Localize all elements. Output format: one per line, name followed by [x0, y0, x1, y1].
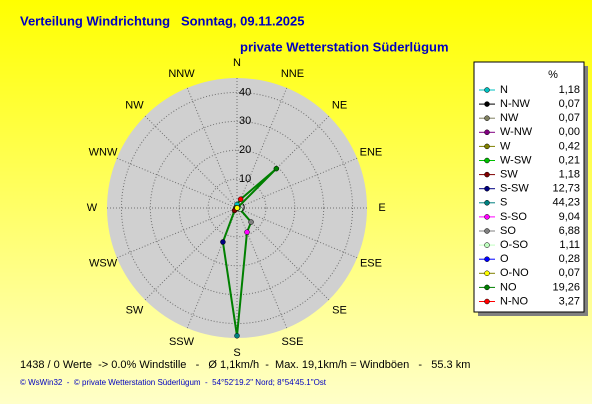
legend-marker: [484, 129, 490, 136]
direction-label: WNW: [89, 146, 118, 158]
legend-label: W-SW: [500, 154, 532, 166]
legend-label: S-SW: [500, 183, 529, 195]
legend-marker: [484, 171, 490, 178]
direction-label: NNE: [281, 68, 304, 80]
legend-marker: [484, 242, 490, 248]
legend-label: S-SO: [500, 211, 527, 223]
chart-subtitle: private Wetterstation Süderlügum: [240, 39, 449, 54]
value-label: 0,21: [559, 154, 580, 166]
legend-label: NW: [500, 112, 519, 124]
value-label: 1,18: [559, 84, 580, 96]
value-label: 0,28: [559, 253, 580, 265]
direction-label: ESE: [360, 257, 382, 269]
value-label: 19,26: [552, 281, 580, 293]
wind-point: [244, 229, 250, 235]
spoke: [116, 207, 238, 259]
legend-marker: [484, 115, 490, 121]
legend-marker: [484, 228, 490, 234]
direction-label: NNW: [168, 68, 195, 80]
value-label: 3,27: [559, 295, 580, 307]
direction-label: SE: [332, 304, 347, 316]
legend-marker: [484, 185, 490, 192]
direction-label: NW: [125, 99, 144, 111]
direction-label: W: [87, 202, 98, 214]
direction-label: SW: [126, 304, 144, 316]
legend-marker: [484, 298, 490, 305]
r-tick-label: 40: [239, 86, 251, 98]
direction-label: ENE: [360, 146, 383, 158]
wind-point: [234, 333, 240, 339]
wind-point: [273, 165, 280, 172]
value-label: 6,88: [559, 225, 580, 237]
spoke: [144, 115, 238, 209]
r-tick-label: 20: [239, 144, 251, 156]
legend-marker: [484, 270, 490, 277]
legend-label: SW: [500, 169, 518, 181]
legend-label: N-NO: [500, 295, 529, 307]
legend-label: NO: [500, 281, 517, 293]
value-label: 0,07: [559, 98, 580, 110]
spoke: [236, 87, 288, 209]
r-tick-label: 10: [239, 173, 251, 185]
legend-header: %: [548, 69, 558, 81]
value-label: 0,00: [559, 126, 580, 138]
direction-label: NE: [332, 99, 347, 111]
legend-label: N: [500, 84, 508, 96]
legend-marker: [484, 87, 490, 93]
legend-label: W-NW: [500, 126, 533, 138]
spoke: [186, 87, 238, 209]
wind-point: [234, 205, 240, 211]
direction-label: E: [378, 202, 385, 214]
value-label: 1,18: [559, 169, 580, 181]
wind-point: [248, 219, 254, 225]
direction-label: WSW: [89, 257, 118, 269]
legend-label: S: [500, 197, 507, 209]
footer: 1438 / 0 Werte -> 0.0% Windstille - Ø 1,…: [20, 359, 470, 371]
grid-ring: [120, 91, 354, 325]
grid-ring: [178, 149, 296, 267]
r-tick-label: 30: [239, 115, 251, 127]
legend-label: W: [500, 140, 511, 152]
spoke: [236, 207, 288, 329]
direction-label: S: [233, 347, 240, 359]
copyright: © WsWin32 - © private Wetterstation Süde…: [20, 378, 327, 387]
value-label: 9,04: [559, 211, 580, 223]
wind-point: [237, 196, 244, 203]
wind-point: [220, 239, 226, 245]
grid-ring: [149, 120, 325, 296]
legend-marker: [484, 256, 490, 262]
legend-label: O-SO: [500, 239, 529, 251]
chart-title: Verteilung Windrichtung Sonntag, 09.11.2…: [20, 13, 305, 28]
spoke: [236, 207, 358, 259]
value-label: 0,07: [559, 112, 580, 124]
value-label: 0,42: [559, 140, 580, 152]
legend-marker: [484, 157, 490, 164]
legend-label: N-NW: [500, 98, 531, 110]
direction-label: N: [233, 57, 241, 69]
legend-marker: [484, 143, 490, 150]
value-label: 0,07: [559, 267, 580, 279]
grid-ring: [207, 178, 267, 238]
legend-marker: [484, 214, 490, 220]
direction-label: SSE: [281, 336, 303, 348]
value-label: 1,11: [559, 239, 580, 251]
value-label: 12,73: [552, 183, 580, 195]
legend-marker: [484, 200, 490, 206]
legend-label: O: [500, 253, 509, 265]
spoke: [116, 157, 238, 209]
legend-label: O-NO: [500, 267, 529, 279]
legend-marker: [484, 101, 490, 107]
direction-label: SSW: [169, 336, 195, 348]
spoke: [144, 207, 238, 301]
value-label: 44,23: [552, 197, 580, 209]
legend-marker: [484, 284, 490, 291]
spoke: [236, 157, 358, 209]
legend-label: SO: [500, 225, 516, 237]
